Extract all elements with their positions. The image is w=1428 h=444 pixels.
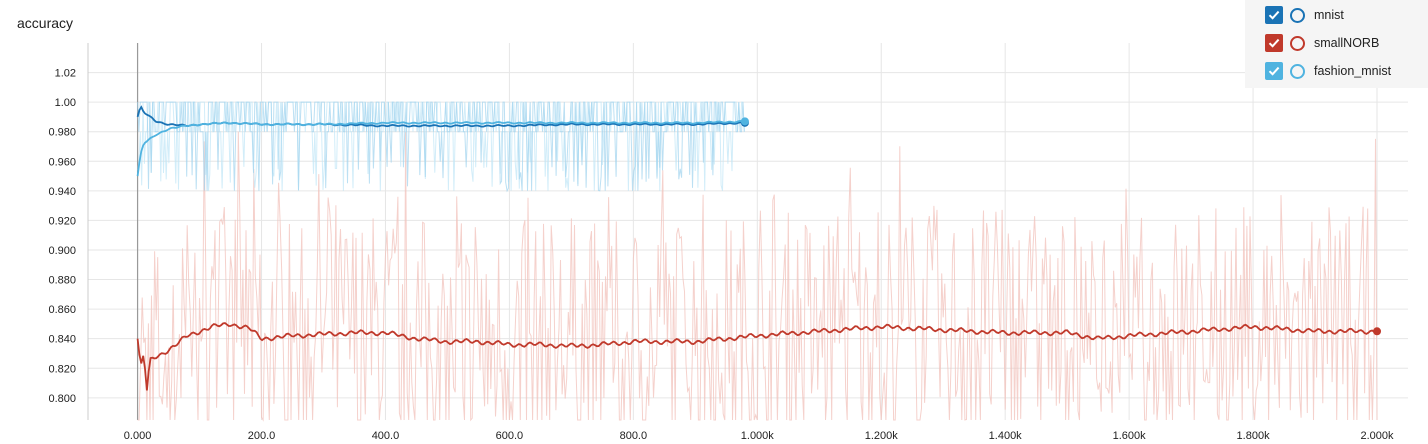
chart-title: accuracy: [17, 15, 74, 31]
y-tick-label: 0.900: [48, 245, 76, 257]
series-endpoint-smallnorb: [1373, 327, 1382, 336]
x-tick-label: 1.600k: [1113, 430, 1147, 442]
legend-label: smallNORB: [1314, 36, 1380, 50]
x-tick-label: 0.000: [124, 430, 152, 442]
legend-label: fashion_mnist: [1314, 64, 1392, 78]
x-tick-label: 1.200k: [865, 430, 899, 442]
legend-label: mnist: [1314, 8, 1344, 22]
y-tick-label: 0.980: [48, 127, 76, 139]
y-tick-label: 0.920: [48, 215, 76, 227]
legend-item-smallnorb[interactable]: smallNORB: [1265, 32, 1379, 54]
legend-item-fashion-mnist[interactable]: fashion_mnist: [1265, 60, 1391, 82]
y-tick-label: 0.940: [48, 186, 76, 198]
x-tick-label: 2.000k: [1360, 430, 1394, 442]
x-tick-label: 1.000k: [741, 430, 775, 442]
series-color-ring-icon[interactable]: [1290, 7, 1305, 23]
raw-noise: [137, 101, 1378, 422]
x-tick-label: 800.0: [620, 430, 648, 442]
checkbox-checked-icon[interactable]: [1265, 34, 1283, 52]
x-tick-label: 200.0: [248, 430, 276, 442]
series-lines: [136, 105, 1382, 391]
series-color-ring-icon[interactable]: [1290, 63, 1305, 79]
raw-trace-mnist: [137, 101, 745, 193]
legend-item-mnist[interactable]: mnist: [1265, 4, 1344, 26]
series-line-smallnorb: [136, 322, 1377, 391]
tick-labels: 0.800 0.820 0.840 0.860 0.880 0.900 0.920 0.940…: [48, 68, 1394, 442]
y-tick-label: 0.840: [48, 334, 76, 346]
x-tick-label: 1.800k: [1237, 430, 1271, 442]
checkbox-checked-icon[interactable]: [1265, 6, 1283, 24]
series-color-ring-icon[interactable]: [1290, 35, 1305, 51]
y-tick-label: 0.960: [48, 156, 76, 168]
raw-trace-smallnorb: [137, 131, 1378, 422]
y-tick-label: 0.860: [48, 304, 76, 316]
x-tick-label: 400.0: [372, 430, 400, 442]
x-tick-label: 1.400k: [989, 430, 1023, 442]
y-tick-label: 0.880: [48, 275, 76, 287]
y-tick-label: 0.800: [48, 393, 76, 405]
legend: mnist smallNORB fashion_mnist: [1245, 0, 1428, 88]
y-tick-label: 1.02: [55, 68, 76, 80]
y-tick-label: 0.820: [48, 363, 76, 375]
series-endpoint-fashion-mnist: [740, 117, 749, 126]
x-tick-label: 600.0: [496, 430, 524, 442]
y-tick-label: 1.00: [55, 97, 76, 109]
checkbox-checked-icon[interactable]: [1265, 62, 1283, 80]
series-line-fashion-mnist: [136, 119, 744, 177]
